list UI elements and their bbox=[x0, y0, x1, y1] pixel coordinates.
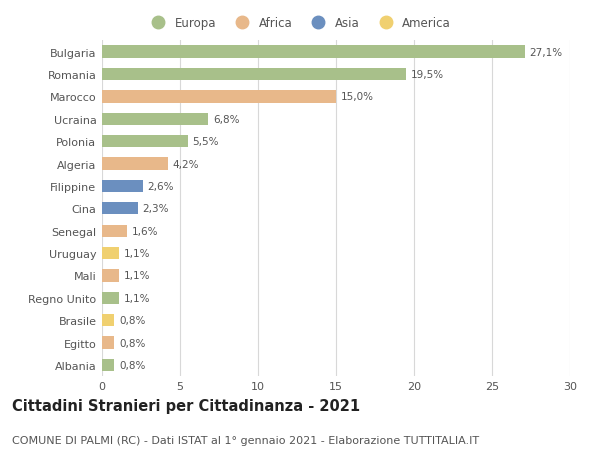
Text: 0,8%: 0,8% bbox=[119, 360, 146, 370]
Bar bbox=[102, 292, 119, 304]
Text: 19,5%: 19,5% bbox=[411, 70, 444, 80]
Bar bbox=[102, 337, 115, 349]
Bar bbox=[102, 180, 143, 193]
Text: 2,3%: 2,3% bbox=[143, 204, 169, 214]
Bar bbox=[102, 69, 406, 81]
Text: 1,1%: 1,1% bbox=[124, 293, 151, 303]
Text: 5,5%: 5,5% bbox=[193, 137, 219, 147]
Bar bbox=[102, 225, 127, 237]
Bar bbox=[102, 359, 115, 371]
Text: 1,1%: 1,1% bbox=[124, 248, 151, 258]
Text: 1,1%: 1,1% bbox=[124, 271, 151, 281]
Legend: Europa, Africa, Asia, America: Europa, Africa, Asia, America bbox=[146, 17, 451, 30]
Text: COMUNE DI PALMI (RC) - Dati ISTAT al 1° gennaio 2021 - Elaborazione TUTTITALIA.I: COMUNE DI PALMI (RC) - Dati ISTAT al 1° … bbox=[12, 435, 479, 445]
Text: 4,2%: 4,2% bbox=[172, 159, 199, 169]
Bar bbox=[102, 113, 208, 126]
Bar bbox=[102, 158, 167, 170]
Text: 6,8%: 6,8% bbox=[213, 114, 239, 124]
Text: 15,0%: 15,0% bbox=[341, 92, 374, 102]
Bar bbox=[102, 46, 525, 59]
Text: 0,8%: 0,8% bbox=[119, 315, 146, 325]
Bar bbox=[102, 136, 188, 148]
Text: 1,6%: 1,6% bbox=[131, 226, 158, 236]
Bar bbox=[102, 270, 119, 282]
Bar bbox=[102, 247, 119, 260]
Text: 27,1%: 27,1% bbox=[529, 47, 563, 57]
Text: Cittadini Stranieri per Cittadinanza - 2021: Cittadini Stranieri per Cittadinanza - 2… bbox=[12, 398, 360, 413]
Bar bbox=[102, 91, 336, 103]
Bar bbox=[102, 314, 115, 327]
Text: 0,8%: 0,8% bbox=[119, 338, 146, 348]
Bar bbox=[102, 203, 138, 215]
Text: 2,6%: 2,6% bbox=[147, 181, 174, 191]
